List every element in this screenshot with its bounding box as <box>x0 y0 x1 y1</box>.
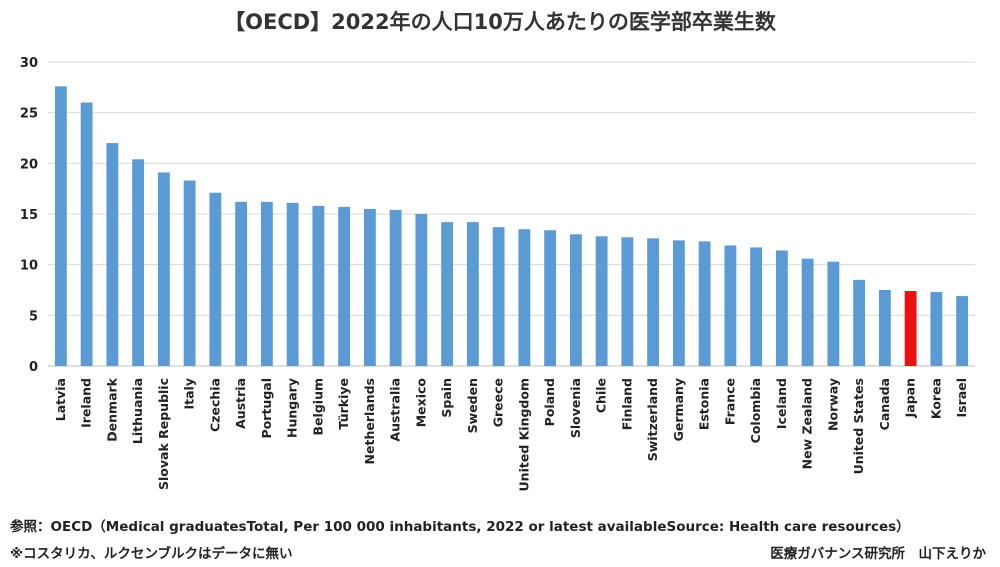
x-category-label: Korea <box>928 378 943 419</box>
bar-ireland <box>80 102 93 367</box>
x-category-label: Greece <box>491 378 506 427</box>
x-category-label: Netherlands <box>362 378 377 464</box>
y-axis-ticks: 0 5 10 15 20 25 30 <box>20 56 38 375</box>
bar-finland <box>621 237 634 366</box>
bar-lithuania <box>132 159 145 366</box>
x-category-label: Spain <box>439 378 454 418</box>
x-category-label: Estonia <box>697 378 712 430</box>
x-category-label: Colombia <box>748 378 763 443</box>
x-category-label: Czechia <box>207 378 222 432</box>
y-tick-label: 15 <box>20 208 38 223</box>
bar-iceland <box>775 250 788 366</box>
x-axis-labels: Latvia Ireland Denmark Lithuania Slovak Repu… <box>53 377 969 491</box>
x-category-label: United States <box>851 378 866 474</box>
bar-slovenia <box>569 234 582 366</box>
bar-sweden <box>466 222 479 366</box>
x-category-label: Israel <box>954 378 969 417</box>
bar-france <box>724 245 737 366</box>
bar-united-kingdom <box>518 229 531 366</box>
x-category-label: Canada <box>877 378 892 430</box>
y-tick-label: 0 <box>29 360 38 375</box>
footnote: ※コスタリカ、ルクセンブルクはデータに無い <box>10 546 293 562</box>
x-category-label: Switzerland <box>645 378 660 461</box>
bar-germany <box>672 240 685 366</box>
bar-chart: 0 5 10 15 20 25 30 Latvia Ireland Denmark Lithuan… <box>20 56 975 491</box>
x-category-label: Finland <box>619 378 634 430</box>
bars <box>54 86 969 367</box>
x-category-label: Slovak Republic <box>156 378 171 490</box>
bar-israel <box>956 296 969 366</box>
x-category-label: Denmark <box>104 377 119 441</box>
bar-mexico <box>415 214 428 366</box>
x-category-label: Germany <box>671 378 686 441</box>
x-category-label: Slovenia <box>568 378 583 438</box>
bar-estonia <box>698 241 711 366</box>
x-category-label: Poland <box>542 378 557 426</box>
bar-denmark <box>106 143 119 366</box>
bar-poland <box>544 230 557 366</box>
bar-switzerland <box>647 238 660 366</box>
x-category-label: Mexico <box>413 378 428 428</box>
y-tick-label: 30 <box>20 56 38 71</box>
bar-belgium <box>312 205 325 366</box>
bar-chile <box>595 236 608 366</box>
x-category-label: Austria <box>233 378 248 429</box>
gridlines <box>48 61 975 367</box>
x-category-label: Portugal <box>259 378 274 438</box>
bar-new-zealand <box>801 258 814 366</box>
x-category-label: Sweden <box>465 378 480 433</box>
source-note: 参照：OECD（Medical graduatesTotal, Per 100 … <box>10 519 910 535</box>
bar-canada <box>878 290 891 366</box>
x-category-label: Lithuania <box>130 378 145 444</box>
x-category-label: Japan <box>903 378 918 418</box>
bar-australia <box>389 209 402 366</box>
x-category-label: Hungary <box>285 378 300 438</box>
bar-t-rkiye <box>338 206 351 366</box>
x-category-label: New Zealand <box>800 378 815 469</box>
bar-japan <box>904 291 917 366</box>
bar-spain <box>441 222 454 366</box>
x-category-label: Latvia <box>53 378 68 421</box>
x-category-label: Norway <box>825 378 840 431</box>
bar-latvia <box>54 86 67 366</box>
bar-italy <box>183 180 196 366</box>
x-category-label: Ireland <box>79 378 94 428</box>
bar-united-states <box>853 279 866 366</box>
chart-title: 【OECD】2022年の人口10万人あたりの医学部卒業生数 <box>224 10 776 34</box>
bar-korea <box>930 292 943 366</box>
credit: 医療ガバナンス研究所 山下えりか <box>770 546 986 562</box>
bar-portugal <box>260 201 273 366</box>
y-tick-label: 20 <box>20 157 38 172</box>
bar-colombia <box>750 247 763 366</box>
y-tick-label: 10 <box>20 259 38 274</box>
bar-hungary <box>286 202 299 366</box>
bar-austria <box>235 201 248 366</box>
x-category-label: Iceland <box>774 378 789 429</box>
x-category-label: Australia <box>388 378 403 442</box>
y-tick-label: 5 <box>29 309 38 324</box>
x-category-label: Belgium <box>310 378 325 435</box>
bar-netherlands <box>363 208 376 366</box>
bar-norway <box>827 261 840 366</box>
bar-czechia <box>209 192 222 366</box>
bar-greece <box>492 227 505 366</box>
bar-slovak-republic <box>157 172 170 366</box>
y-tick-label: 25 <box>20 107 38 122</box>
x-category-label: Chile <box>594 378 609 413</box>
x-category-label: Türkiye <box>336 378 351 430</box>
x-category-label: France <box>722 378 737 425</box>
x-category-label: Italy <box>182 378 197 410</box>
x-category-label: United Kingdom <box>516 378 531 491</box>
